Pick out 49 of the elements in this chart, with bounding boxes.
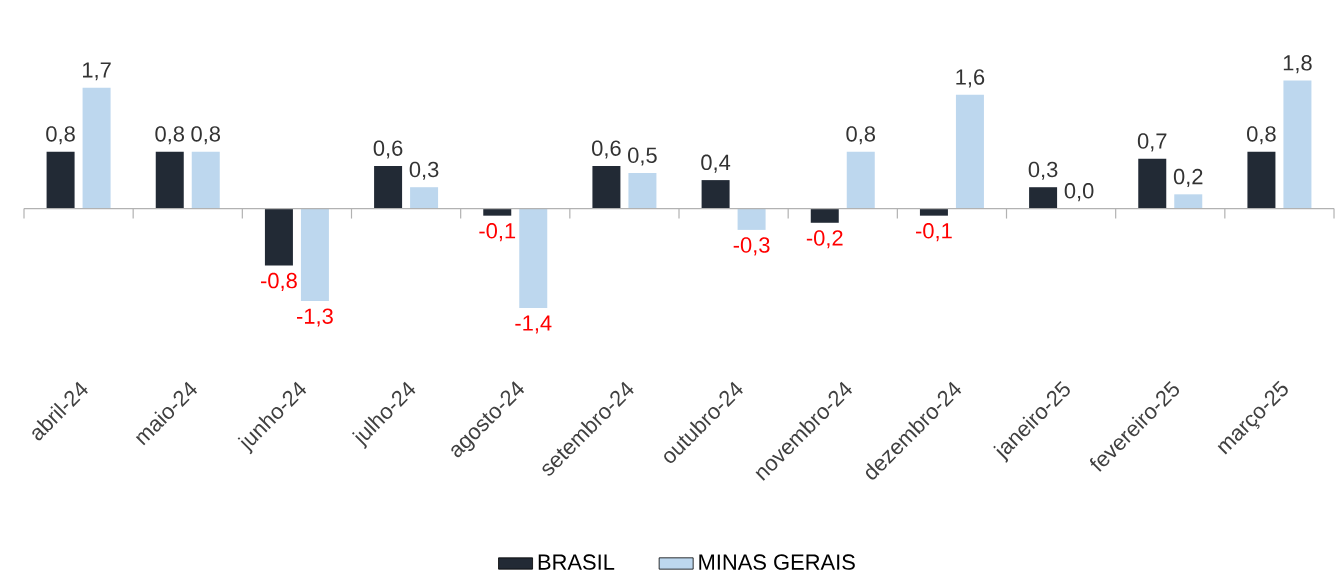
- bar: [628, 173, 657, 209]
- bar: [519, 208, 548, 309]
- data-label: -1,3: [297, 308, 333, 327]
- data-label: 0,8: [1247, 126, 1276, 145]
- bar: [810, 208, 839, 223]
- data-label: -0,1: [479, 223, 516, 242]
- data-label: 0,8: [46, 126, 75, 145]
- bar: [846, 151, 875, 209]
- data-label: 0,6: [592, 140, 621, 159]
- bar: [1174, 194, 1203, 209]
- data-label: -0,2: [806, 230, 843, 249]
- bar: [46, 151, 75, 209]
- data-label: 0,8: [191, 126, 221, 145]
- bar: [300, 208, 329, 301]
- bar: [955, 94, 984, 209]
- data-label: 0,2: [1173, 168, 1203, 187]
- legend-label: MINAS GERAIS: [699, 554, 855, 570]
- bar: [483, 208, 512, 216]
- data-label: 1,6: [956, 69, 985, 88]
- data-label: 0,5: [628, 147, 657, 166]
- bar: [1138, 158, 1167, 209]
- data-label: -0,8: [261, 272, 297, 291]
- bar: [410, 187, 439, 209]
- data-label: 0,3: [409, 161, 439, 180]
- bar: [1029, 187, 1058, 209]
- legend-label: BRASIL: [538, 554, 615, 570]
- data-label: 1,7: [83, 62, 111, 81]
- bar: [155, 151, 184, 209]
- bar: [1283, 80, 1312, 209]
- bar: [264, 208, 293, 266]
- data-label: -0,3: [733, 237, 770, 256]
- data-label: -0,1: [916, 223, 952, 242]
- data-label: 0,8: [155, 126, 185, 145]
- bar: [191, 151, 220, 209]
- data-label: 0,8: [846, 126, 876, 145]
- bar: [1247, 151, 1276, 209]
- data-label: -1,4: [515, 315, 552, 334]
- bar: [737, 208, 766, 230]
- data-label: 0,4: [701, 154, 731, 173]
- bar: [82, 87, 111, 209]
- data-label: 0,7: [1137, 133, 1167, 152]
- bar: [919, 208, 948, 216]
- data-label: 0,0: [1064, 183, 1094, 202]
- bar: [374, 165, 403, 209]
- bar: [592, 165, 621, 209]
- bar: [701, 180, 730, 209]
- data-label: 0,3: [1028, 161, 1058, 180]
- data-label: 0,6: [373, 140, 403, 159]
- data-label: 1,8: [1283, 55, 1312, 74]
